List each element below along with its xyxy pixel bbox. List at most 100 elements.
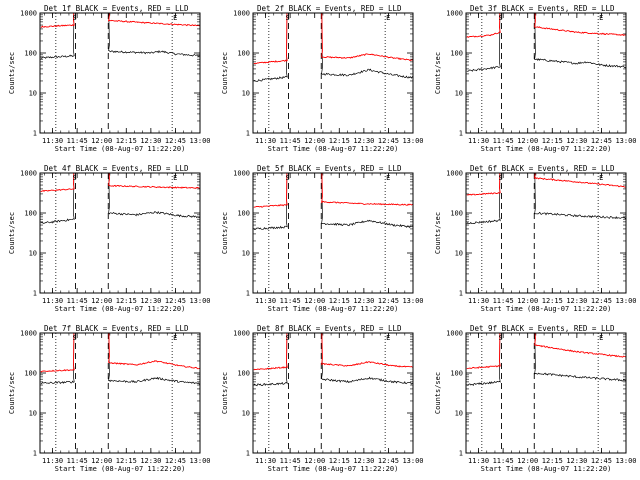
x-tick-label: 11:45 <box>67 137 88 145</box>
y-tick-label: 10 <box>455 410 463 418</box>
x-tick-label: 12:15 <box>542 297 563 305</box>
detector-panel-5: Det 5f BLACK = Events, RED = LLDSE110100… <box>221 164 424 313</box>
x-tick-label: 12:15 <box>116 297 137 305</box>
events-series-line <box>40 173 75 224</box>
lld-series-line <box>321 333 413 368</box>
detector-panel-2: Det 2f BLACK = Events, RED = LLDSE110100… <box>221 4 424 153</box>
start-marker-label: S <box>285 14 289 22</box>
events-series-line <box>466 13 501 72</box>
plot-frame <box>465 332 627 454</box>
plot-frame <box>39 12 201 134</box>
y-axis-label: Counts/sec <box>8 372 16 414</box>
start-marker-label: S <box>498 334 502 342</box>
x-tick-label: 13:00 <box>189 457 210 465</box>
x-tick-label: 12:45 <box>165 137 186 145</box>
plot-frame <box>465 12 627 134</box>
detector-panel-8: Det 8f BLACK = Events, RED = LLDSE110100… <box>221 324 424 473</box>
x-axis-label: Start Time (08-Aug-07 11:22:20) <box>268 145 399 153</box>
x-tick-label: 11:30 <box>42 457 63 465</box>
x-tick-label: 12:30 <box>566 297 587 305</box>
y-tick-label: 1 <box>459 450 463 458</box>
events-series-line <box>253 13 288 82</box>
events-series-line <box>253 173 288 230</box>
x-axis-label: Start Time (08-Aug-07 11:22:20) <box>55 465 186 473</box>
y-axis-label: Counts/sec <box>8 52 16 94</box>
y-axis-label: Counts/sec <box>434 52 442 94</box>
y-tick-label: 1000 <box>233 330 250 338</box>
panel-title: Det 5f BLACK = Events, RED = LLD <box>257 164 402 173</box>
x-tick-label: 12:00 <box>91 297 112 305</box>
lld-series-line <box>40 13 75 28</box>
y-tick-label: 10 <box>455 250 463 258</box>
detector-panel-1: Det 1f BLACK = Events, RED = LLDSE110100… <box>8 4 211 153</box>
y-tick-label: 1000 <box>446 10 463 18</box>
y-tick-label: 1000 <box>446 330 463 338</box>
lld-series-line <box>534 173 626 188</box>
x-tick-label: 12:00 <box>91 457 112 465</box>
x-axis-label: Start Time (08-Aug-07 11:22:20) <box>481 465 612 473</box>
x-tick-label: 11:45 <box>280 457 301 465</box>
y-axis-label: Counts/sec <box>8 212 16 254</box>
panel-title: Det 3f BLACK = Events, RED = LLD <box>470 4 615 13</box>
start-marker-label: S <box>498 14 502 22</box>
y-tick-label: 100 <box>450 50 463 58</box>
y-tick-label: 1000 <box>20 170 37 178</box>
y-tick-label: 10 <box>29 90 37 98</box>
x-tick-label: 12:15 <box>329 137 350 145</box>
panel-title: Det 6f BLACK = Events, RED = LLD <box>470 164 615 173</box>
x-tick-label: 12:15 <box>116 457 137 465</box>
start-marker-label: S <box>72 174 76 182</box>
lld-series-line <box>253 333 288 371</box>
plot-frame <box>39 172 201 294</box>
y-tick-label: 1 <box>33 450 37 458</box>
x-tick-label: 12:15 <box>329 457 350 465</box>
panel-title: Det 1f BLACK = Events, RED = LLD <box>44 4 189 13</box>
y-tick-label: 1 <box>459 130 463 138</box>
x-tick-label: 12:15 <box>329 297 350 305</box>
x-tick-label: 11:45 <box>67 297 88 305</box>
y-tick-label: 100 <box>237 50 250 58</box>
y-tick-label: 10 <box>29 410 37 418</box>
plot-frame <box>252 332 414 454</box>
x-tick-label: 11:45 <box>493 457 514 465</box>
lld-series-line <box>321 173 413 206</box>
x-tick-label: 11:45 <box>280 137 301 145</box>
events-series-line <box>534 333 626 382</box>
y-tick-label: 1000 <box>446 170 463 178</box>
y-tick-label: 1 <box>33 290 37 298</box>
y-tick-label: 1 <box>246 130 250 138</box>
y-tick-label: 1000 <box>233 170 250 178</box>
y-tick-label: 100 <box>450 370 463 378</box>
y-tick-label: 10 <box>242 410 250 418</box>
events-series-line <box>466 173 501 225</box>
events-series-line <box>108 13 200 57</box>
lld-series-line <box>253 13 288 65</box>
x-axis-label: Start Time (08-Aug-07 11:22:20) <box>55 305 186 313</box>
x-tick-label: 12:30 <box>140 137 161 145</box>
x-tick-label: 12:00 <box>91 137 112 145</box>
x-tick-label: 12:45 <box>378 457 399 465</box>
start-marker-label: S <box>72 334 76 342</box>
events-series-line <box>40 13 75 59</box>
x-tick-label: 12:00 <box>517 137 538 145</box>
x-tick-label: 11:30 <box>42 137 63 145</box>
x-tick-label: 12:45 <box>591 297 612 305</box>
detector-panel-3: Det 3f BLACK = Events, RED = LLDSE110100… <box>434 4 637 153</box>
y-tick-label: 100 <box>237 210 250 218</box>
x-tick-label: 13:00 <box>402 457 423 465</box>
detector-panel-4: Det 4f BLACK = Events, RED = LLDSE110100… <box>8 164 211 313</box>
x-tick-label: 11:30 <box>468 297 489 305</box>
y-axis-label: Counts/sec <box>221 212 229 254</box>
y-tick-label: 100 <box>24 210 37 218</box>
lld-series-line <box>534 13 626 36</box>
start-marker-label: S <box>72 14 76 22</box>
detector-panel-6: Det 6f BLACK = Events, RED = LLDSE110100… <box>434 164 637 313</box>
x-tick-label: 12:00 <box>517 297 538 305</box>
y-tick-label: 100 <box>24 50 37 58</box>
y-tick-label: 1 <box>33 130 37 138</box>
y-tick-label: 1000 <box>233 10 250 18</box>
y-tick-label: 100 <box>450 210 463 218</box>
x-tick-label: 13:00 <box>189 137 210 145</box>
lld-series-line <box>108 173 200 190</box>
lld-series-line <box>40 173 75 193</box>
